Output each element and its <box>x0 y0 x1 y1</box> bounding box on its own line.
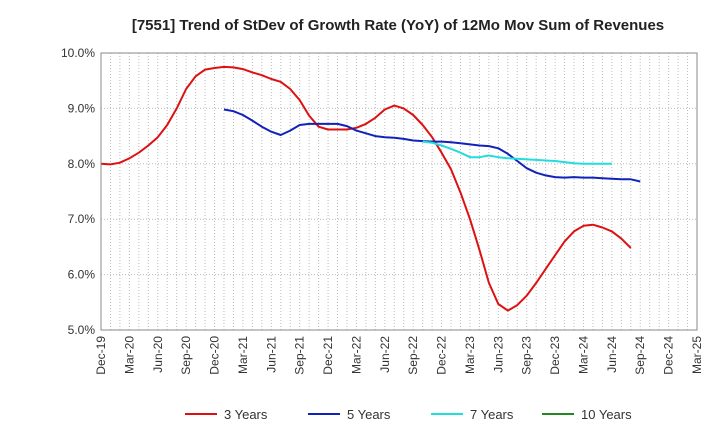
x-tick-label: Mar-20 <box>122 336 136 374</box>
x-tick-label: Sep-21 <box>293 336 307 375</box>
legend-label-5-years: 5 Years <box>347 407 391 422</box>
y-tick-label: 8.0% <box>68 157 96 171</box>
series-line-5-years <box>223 108 641 183</box>
y-tick-label: 10.0% <box>61 46 95 60</box>
x-tick-label: Sep-24 <box>633 336 647 375</box>
legend-label-7-years: 7 Years <box>470 407 514 422</box>
y-axis-ticks: 5.0% 6.0% 7.0% 8.0% 9.0% 10.0% <box>61 46 95 337</box>
series-lines <box>100 65 641 312</box>
x-tick-label: Mar-24 <box>576 336 590 374</box>
x-tick-label: Jun-21 <box>264 336 278 373</box>
x-tick-label: Dec-19 <box>94 336 108 375</box>
series-line-7-years <box>422 140 612 165</box>
x-tick-label: Sep-23 <box>520 336 534 375</box>
x-tick-label: Jun-20 <box>151 336 165 373</box>
x-tick-label: Sep-22 <box>406 336 420 375</box>
y-tick-label: 6.0% <box>68 268 96 282</box>
x-tick-label: Jun-24 <box>605 336 619 373</box>
x-tick-label: Dec-21 <box>321 336 335 375</box>
x-tick-label: Mar-23 <box>463 336 477 374</box>
x-axis-ticks: Dec-19 Mar-20 Jun-20 Sep-20 Dec-20 Mar-21 Jun-… <box>94 336 704 375</box>
x-tick-label: Dec-23 <box>548 336 562 375</box>
x-tick-label: Jun-23 <box>491 336 505 373</box>
x-tick-label: Mar-25 <box>690 336 704 374</box>
legend: 3 Years 5 Years 7 Years 10 Years <box>185 407 632 422</box>
grid <box>101 53 697 330</box>
y-tick-label: 9.0% <box>68 101 96 115</box>
series-line-3-years <box>100 65 632 312</box>
y-tick-label: 7.0% <box>68 212 96 226</box>
plot-frame <box>100 52 698 331</box>
chart-title: [7551] Trend of StDev of Growth Rate (Yo… <box>132 17 664 34</box>
legend-label-3-years: 3 Years <box>224 407 268 422</box>
x-tick-label: Sep-20 <box>179 336 193 375</box>
x-tick-label: Jun-22 <box>378 336 392 373</box>
x-tick-label: Dec-20 <box>208 336 222 375</box>
x-tick-label: Mar-21 <box>236 336 250 374</box>
x-tick-label: Mar-22 <box>349 336 363 374</box>
x-tick-label: Dec-22 <box>435 336 449 375</box>
legend-label-10-years: 10 Years <box>581 407 632 422</box>
x-tick-label: Dec-24 <box>662 336 676 375</box>
y-tick-label: 5.0% <box>68 323 96 337</box>
